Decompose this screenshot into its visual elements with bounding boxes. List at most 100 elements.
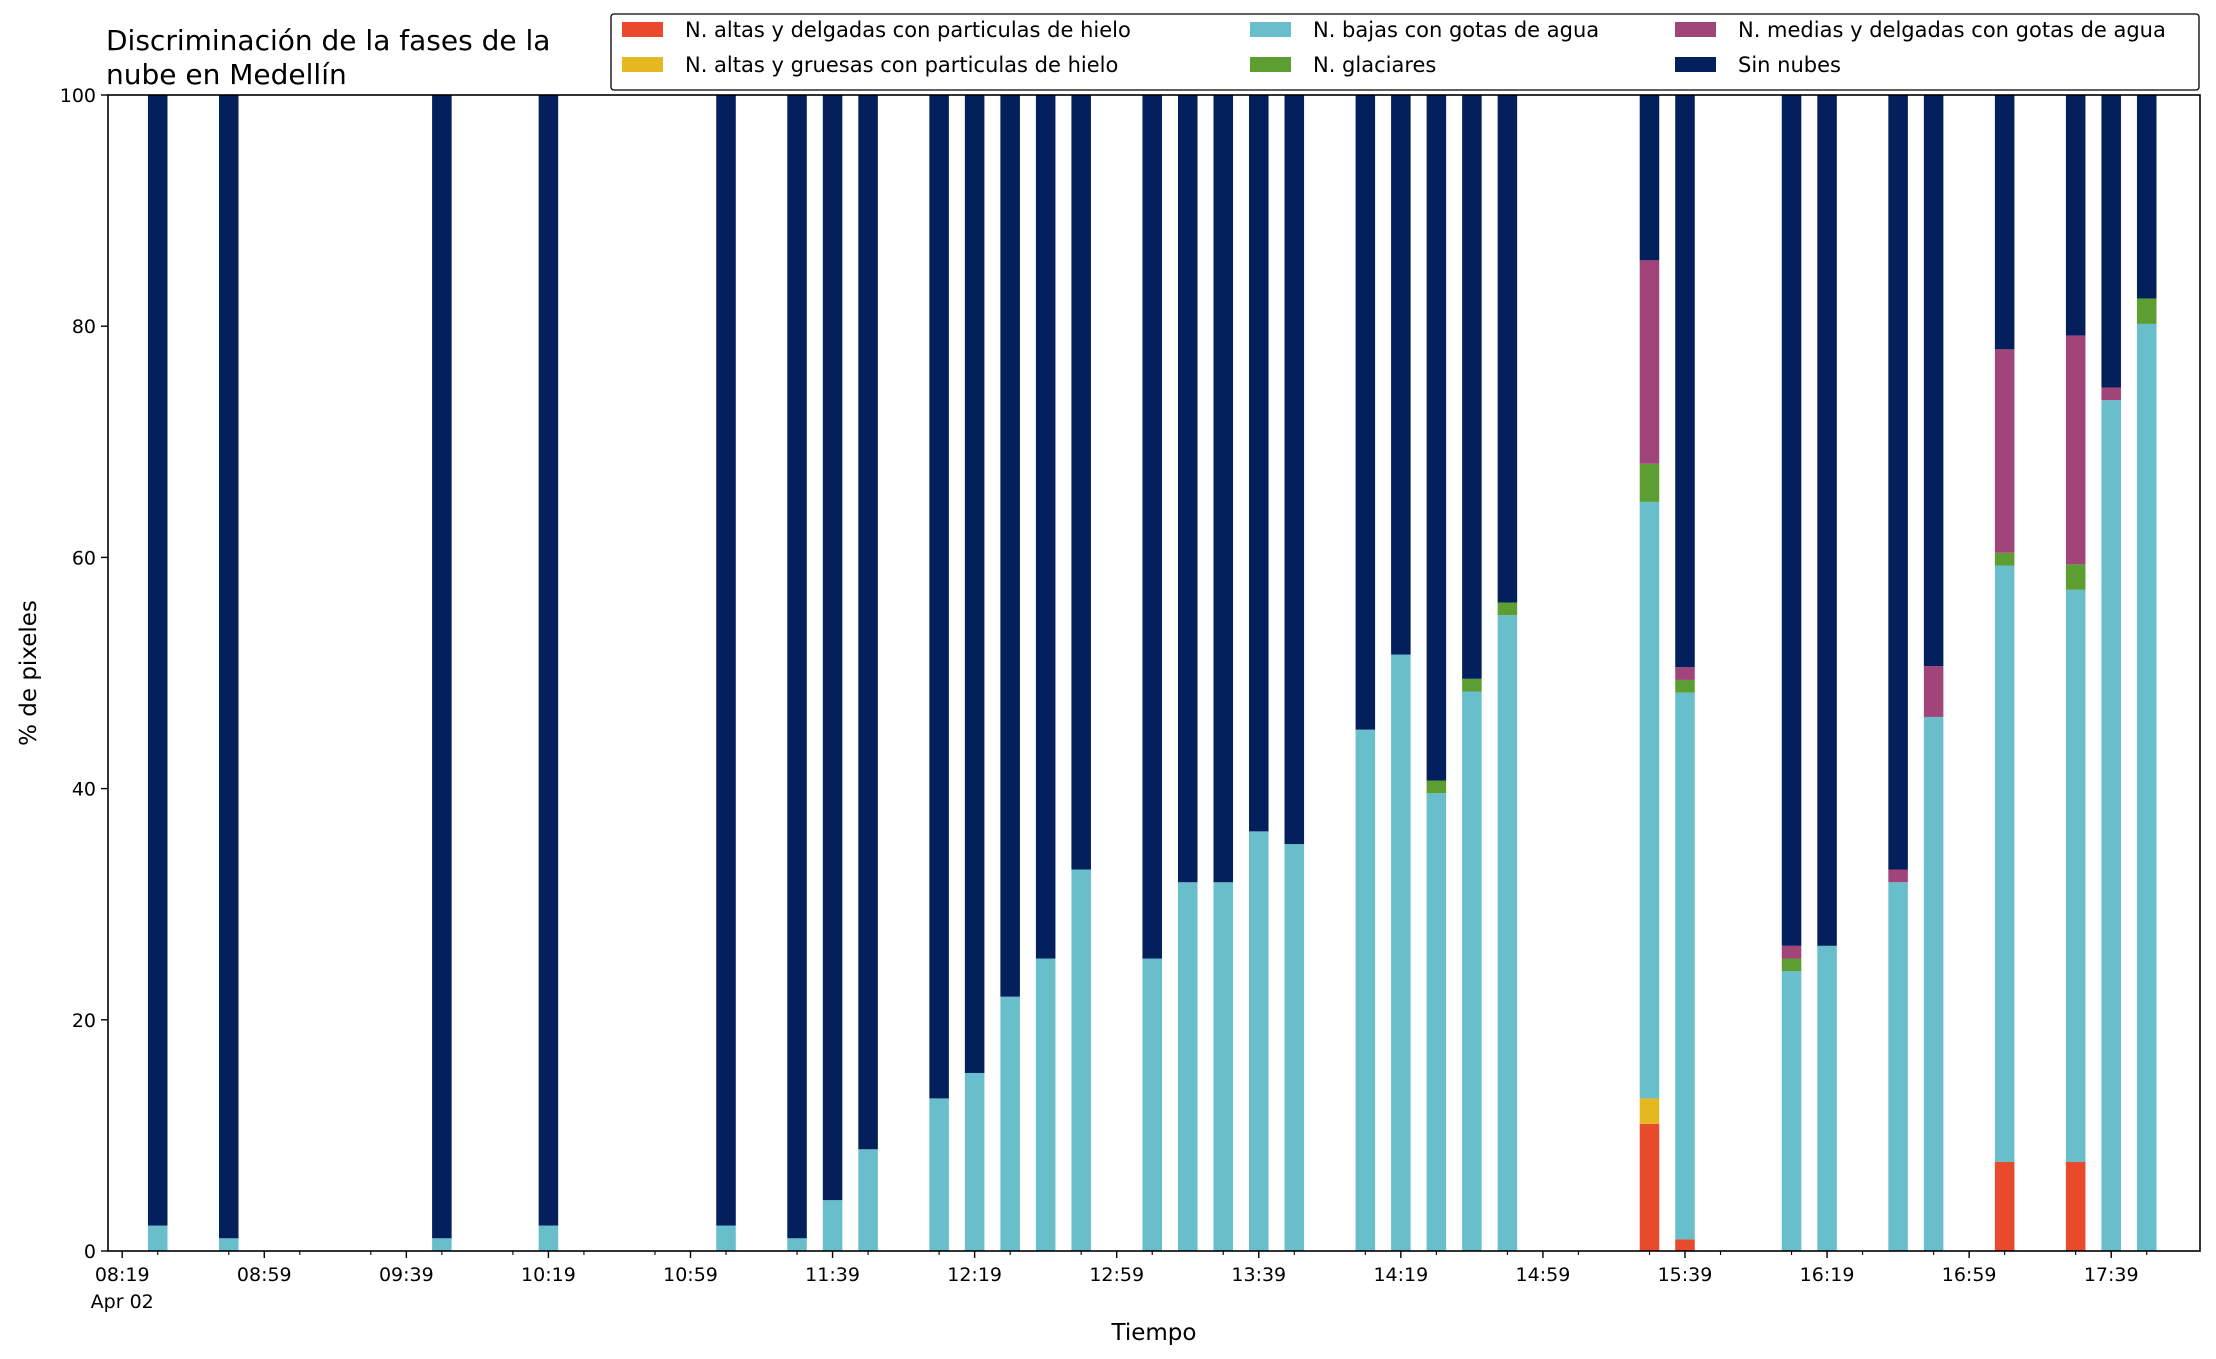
bar-segment-4-1539: [1675, 679, 1695, 693]
bar-segment-4-1429: [1426, 780, 1447, 794]
x-tick-label: 08:59: [237, 1264, 292, 1286]
x-tick-label: 14:19: [1373, 1264, 1428, 1286]
bar-segment-3-1229: [1000, 996, 1020, 1251]
y-tick-label: 100: [60, 85, 96, 107]
bar-segment-5-1539: [1675, 667, 1695, 680]
bar-segment-6-1439: [1462, 95, 1482, 679]
x-tick-label: 10:19: [521, 1264, 576, 1286]
bar-segment-3-1309: [1142, 958, 1162, 1251]
bar-segment-3-1129: [787, 1238, 807, 1251]
bar-segment-6-1019: [538, 95, 559, 1226]
bar-segment-5-1739: [2101, 387, 2121, 401]
bar-segment-3-1439: [1462, 691, 1482, 1251]
bar-segment-6-1229: [1000, 95, 1020, 997]
bar-segment-3-1539: [1675, 692, 1695, 1240]
bar-segment-4-1729: [2065, 564, 2086, 590]
x-tick-label: 09:39: [379, 1264, 434, 1286]
legend-box: [610, 13, 2200, 91]
bar-segment-2-1529: [1639, 1098, 1660, 1124]
bar-segment-6-1209: [929, 95, 949, 1099]
bar-segment-6-1249: [1071, 95, 1091, 870]
y-tick-label: 80: [72, 316, 96, 338]
x-tick-label: 17:39: [2084, 1264, 2139, 1286]
bar-segment-6-1149: [858, 95, 878, 1150]
bar-segment-3-1709: [1994, 565, 2015, 1162]
chart-title-line-1: Discriminación de la fases de la: [106, 24, 550, 57]
bar-segment-6-1129: [787, 95, 807, 1239]
bar-segment-6-1319: [1177, 95, 1198, 883]
x-tick-label: 11:39: [805, 1264, 860, 1286]
bar-segment-6-0949: [432, 95, 452, 1239]
x-tick-label: 10:59: [663, 1264, 718, 1286]
bar-segment-6-1739: [2101, 95, 2121, 388]
bar-segment-6-1749: [2136, 95, 2157, 299]
x-tick-sublabel: Apr 02: [91, 1291, 154, 1313]
bar-segment-6-1649: [1923, 95, 1944, 667]
bar-segment-1-1529: [1639, 1123, 1660, 1251]
bar-segment-3-1219: [964, 1072, 985, 1251]
bar-segment-5-1639: [1888, 869, 1908, 883]
legend: N. altas y delgadas con particulas de hi…: [610, 13, 2200, 91]
chart-title-line-2: nube en Medellín: [106, 58, 347, 91]
legend-label-1: N. altas y delgadas con particulas de hi…: [685, 18, 1131, 42]
x-tick-label: 12:59: [1089, 1264, 1144, 1286]
bar-segment-3-1649: [1923, 716, 1944, 1251]
bar-segment-6-1539: [1675, 95, 1695, 668]
legend-label-3: N. bajas con gotas de agua: [1313, 18, 1599, 42]
bar-segment-4-1529: [1639, 463, 1660, 502]
bar-segment-3-1209: [929, 1098, 949, 1251]
bar-segment-6-1709: [1994, 95, 2015, 350]
bar-segment-4-1709: [1994, 552, 2015, 566]
bar-segment-3-1149: [858, 1149, 878, 1251]
bar-segment-6-1729: [2065, 95, 2086, 336]
plot-frame: [107, 94, 2201, 1252]
bar-segment-3-1729: [2065, 589, 2086, 1162]
bar-segment-6-1139: [822, 95, 843, 1201]
legend-swatch-4: [1250, 57, 1291, 72]
bar-segment-6-1449: [1497, 95, 1518, 603]
x-tick-label: 12:19: [947, 1264, 1002, 1286]
bar-segment-4-1439: [1462, 678, 1482, 692]
bar-segment-3-1019: [538, 1225, 559, 1251]
x-tick-label: 15:39: [1658, 1264, 1713, 1286]
x-tick-label: 16:19: [1800, 1264, 1855, 1286]
x-tick-label: 14:59: [1516, 1264, 1571, 1286]
bar-segment-4-1609: [1781, 958, 1802, 972]
bar-segment-3-1619: [1817, 945, 1837, 1251]
legend-swatch-6: [1675, 57, 1716, 72]
bar-segment-3-1349: [1284, 844, 1305, 1251]
bar-segment-6-1339: [1249, 95, 1269, 832]
legend-label-5: N. medias y delgadas con gotas de agua: [1738, 18, 2166, 42]
legend-swatch-2: [622, 57, 663, 72]
bar-segment-3-0829: [147, 1225, 168, 1251]
x-tick-label: 16:59: [1942, 1264, 1997, 1286]
y-axis-label: % de pixeles: [16, 600, 42, 746]
bar-segment-6-0829: [147, 95, 168, 1226]
legend-swatch-5: [1675, 22, 1716, 37]
bar-segment-3-1249: [1071, 869, 1091, 1251]
legend-label-6: Sin nubes: [1738, 53, 1841, 77]
bar-segment-3-1329: [1213, 882, 1234, 1251]
bar-segment-1-1709: [1994, 1161, 2015, 1251]
bar-segment-3-0849: [218, 1238, 239, 1251]
bar-segment-3-1529: [1639, 501, 1660, 1099]
bar-segment-3-1639: [1888, 882, 1908, 1251]
legend-label-2: N. altas y gruesas con particulas de hie…: [685, 53, 1118, 77]
bar-segment-6-1239: [1035, 95, 1056, 959]
y-tick-label: 40: [72, 779, 96, 801]
legend-label-4: N. glaciares: [1313, 53, 1436, 77]
bar-segment-1-1539: [1675, 1239, 1695, 1251]
x-tick-label: 08:19: [95, 1264, 150, 1286]
bar-segment-3-1429: [1426, 793, 1447, 1251]
bar-segment-3-1739: [2101, 400, 2121, 1252]
bar-segment-5-1709: [1994, 349, 2015, 553]
bar-segment-4-1749: [2136, 298, 2157, 324]
bar-segment-6-1529: [1639, 95, 1660, 261]
bar-segment-6-1639: [1888, 95, 1908, 870]
bar-segment-5-1649: [1923, 666, 1944, 717]
bar-segment-6-1429: [1426, 95, 1447, 781]
bar-segment-4-1449: [1497, 602, 1518, 616]
bar-segment-6-1329: [1213, 95, 1234, 883]
